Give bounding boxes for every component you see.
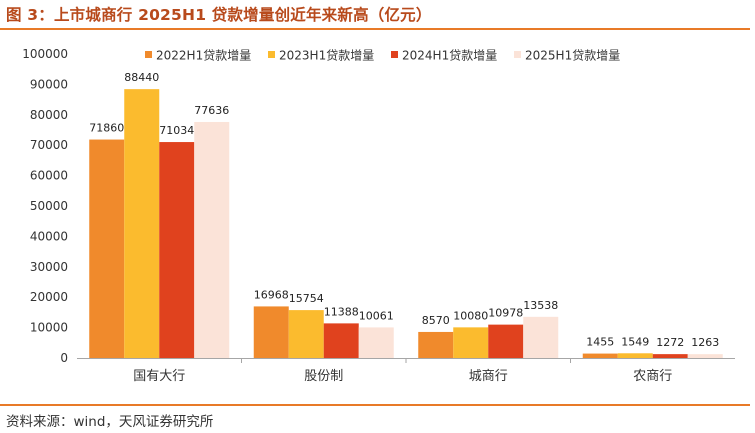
bar [523, 316, 559, 358]
data-label: 1272 [656, 336, 684, 349]
legend-swatch [145, 51, 152, 58]
bar [687, 354, 723, 358]
data-label: 10978 [488, 307, 523, 320]
legend-label: 2023H1贷款增量 [279, 49, 374, 63]
legend-label: 2022H1贷款增量 [156, 49, 251, 63]
legend-swatch [391, 51, 398, 58]
data-label: 1455 [586, 336, 614, 349]
title-rule [0, 28, 750, 30]
y-tick-label: 70000 [30, 138, 68, 152]
legend-label: 2024H1贷款增量 [402, 49, 497, 63]
y-tick-label: 60000 [30, 169, 68, 183]
y-tick-label: 40000 [30, 229, 68, 243]
bar [323, 323, 359, 358]
bar [418, 331, 454, 358]
y-axis: 0 10000 20000 30000 40000 50000 60000 70000 8000… [22, 47, 68, 365]
y-tick-label: 10000 [30, 321, 68, 335]
data-label: 15754 [289, 292, 324, 305]
bar [288, 310, 324, 358]
bar [617, 353, 653, 358]
data-label: 8570 [422, 314, 450, 327]
x-axis: 国有大行 股份制 城商行 农商行 [77, 358, 735, 384]
x-tick-label: 农商行 [633, 369, 672, 384]
data-label: 10080 [453, 309, 488, 322]
data-label: 1549 [621, 335, 649, 348]
bar [89, 139, 125, 358]
y-tick-label: 0 [60, 351, 68, 365]
data-label: 1263 [691, 336, 719, 349]
bar [652, 354, 688, 358]
y-tick-label: 100000 [22, 47, 68, 61]
source-note: 资料来源：wind，天风证券研究所 [6, 414, 214, 430]
data-label: 13538 [523, 299, 558, 312]
data-label: 77636 [194, 104, 229, 117]
bar [253, 306, 289, 358]
legend: 2022H1贷款增量 2023H1贷款增量 2024H1贷款增量 2025H1贷款增量 [145, 49, 620, 63]
bar [124, 89, 160, 359]
data-label: 11388 [324, 305, 359, 318]
bar [358, 327, 394, 358]
data-label: 88440 [124, 71, 159, 84]
x-tick-label: 股份制 [304, 369, 343, 384]
bar [488, 324, 524, 358]
legend-swatch [268, 51, 275, 58]
figure-title: 图 3：上市城商行 2025H1 贷款增量创近年来新高（亿元） [6, 6, 432, 24]
data-label: 16968 [254, 288, 289, 301]
y-tick-label: 50000 [30, 199, 68, 213]
y-tick-label: 90000 [30, 77, 68, 91]
y-tick-label: 30000 [30, 260, 68, 274]
bar [194, 121, 230, 358]
legend-label: 2025H1贷款增量 [525, 49, 620, 63]
y-tick-label: 20000 [30, 290, 68, 304]
bar [159, 142, 195, 358]
legend-swatch [514, 51, 521, 58]
bars [89, 89, 723, 359]
y-tick-label: 80000 [30, 108, 68, 122]
data-label: 71034 [159, 124, 194, 137]
bar [582, 353, 618, 358]
footer-rule [0, 404, 750, 406]
data-label: 71860 [89, 122, 124, 135]
x-tick-label: 城商行 [469, 369, 508, 384]
x-tick-label: 国有大行 [133, 369, 185, 384]
bar [453, 327, 489, 358]
data-label: 10061 [359, 309, 394, 322]
